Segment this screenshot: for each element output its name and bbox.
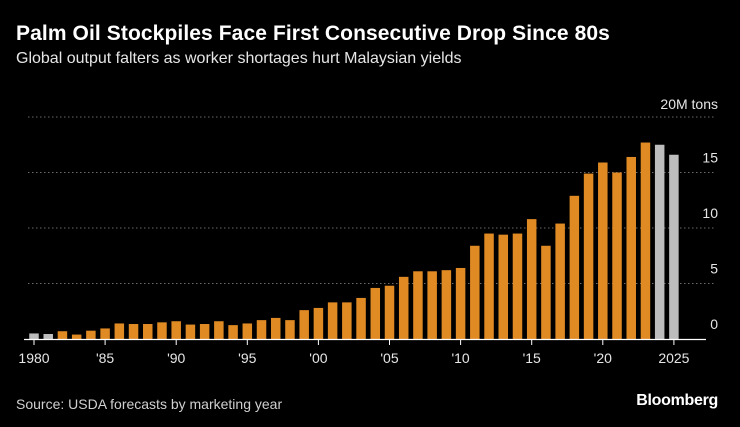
x-axis-ticks: 1980 '85 '90 '95 '00 '05 '10 '15 '20 2025: [18, 339, 690, 366]
bar-2001: [327, 302, 338, 339]
bar-2004: [370, 287, 381, 339]
source-note: Source: USDA forecasts by marketing year: [16, 396, 283, 412]
bar-1992: [199, 324, 210, 339]
x-tick-label-1980: 1980: [18, 350, 49, 366]
x-tick-label-2000: '00: [309, 350, 327, 366]
x-tick-label-2005: '05: [380, 350, 398, 366]
bar-1997: [270, 317, 281, 339]
x-tick-label-1990: '90: [167, 350, 185, 366]
bar-2017: [555, 223, 565, 339]
y-axis-ticks: 0 5 10 15: [702, 150, 718, 333]
bar-2007: [413, 271, 423, 339]
bar-chart: 1980'85'90'95'00'05'10'15'20 2025 051015 …: [18, 96, 718, 366]
bar-1985: [100, 328, 110, 339]
bar-2003: [356, 297, 366, 339]
bar-2021: [612, 172, 622, 339]
bar-2008: [427, 271, 437, 339]
bar-2013: [498, 234, 509, 339]
x-tick-label-1985: '85: [96, 350, 114, 366]
x-tick-label-2025: 2025: [658, 350, 689, 366]
y-tick-label-0: 0: [710, 316, 718, 332]
bloomberg-logo: Bloomberg: [636, 392, 718, 409]
x-tick-label-1995: '95: [238, 350, 256, 366]
bar-1994: [228, 325, 238, 340]
chart-title: Palm Oil Stockpiles Face First Consecuti…: [16, 22, 610, 45]
bar-2020: [598, 162, 608, 339]
bar-2010: [455, 267, 466, 339]
bar-1982: [57, 331, 68, 339]
bar-2009: [441, 270, 452, 339]
bar-1980: [29, 333, 39, 339]
bar-1986: [114, 323, 125, 339]
bar-1993: [214, 321, 224, 339]
bar-2015: [526, 219, 537, 339]
bar-2014: [512, 233, 523, 339]
bar-2019: [583, 173, 594, 339]
bar-2022: [626, 156, 636, 339]
bar-1984: [86, 330, 96, 339]
bar-1998: [285, 320, 295, 339]
y-tick-label-5: 5: [710, 261, 718, 277]
bar-1988: [143, 324, 153, 339]
chart-subtitle: Global output falters as worker shortage…: [16, 50, 462, 67]
y-tick-label-10: 10: [702, 205, 718, 221]
bar-1991: [185, 324, 196, 339]
bar-2018: [569, 195, 580, 339]
x-tick-label-2020: '20: [594, 350, 612, 366]
bar-2002: [342, 302, 352, 339]
x-tick-label-2015: '15: [523, 350, 541, 366]
bar-2011: [470, 245, 480, 339]
bar-1987: [128, 324, 139, 339]
bar-2000: [313, 307, 324, 339]
bar-1989: [157, 322, 167, 339]
y-tick-label-15: 15: [702, 150, 718, 166]
bar-1996: [256, 320, 267, 339]
bars: [29, 142, 679, 340]
bar-2016: [541, 245, 551, 339]
y-axis-unit-label: 20M tons: [660, 96, 718, 112]
bar-2005: [384, 285, 395, 339]
x-tick-label-2010: '10: [451, 350, 469, 366]
bar-1995: [242, 323, 253, 339]
bar-2012: [484, 233, 494, 339]
bar-1999: [299, 310, 309, 339]
bar-1983: [71, 334, 82, 339]
bar-2025: [669, 154, 679, 339]
bar-2006: [398, 276, 409, 339]
bar-2024: [654, 144, 665, 339]
bar-1990: [171, 321, 181, 339]
bar-1981: [43, 334, 53, 339]
bar-2023: [640, 142, 651, 339]
